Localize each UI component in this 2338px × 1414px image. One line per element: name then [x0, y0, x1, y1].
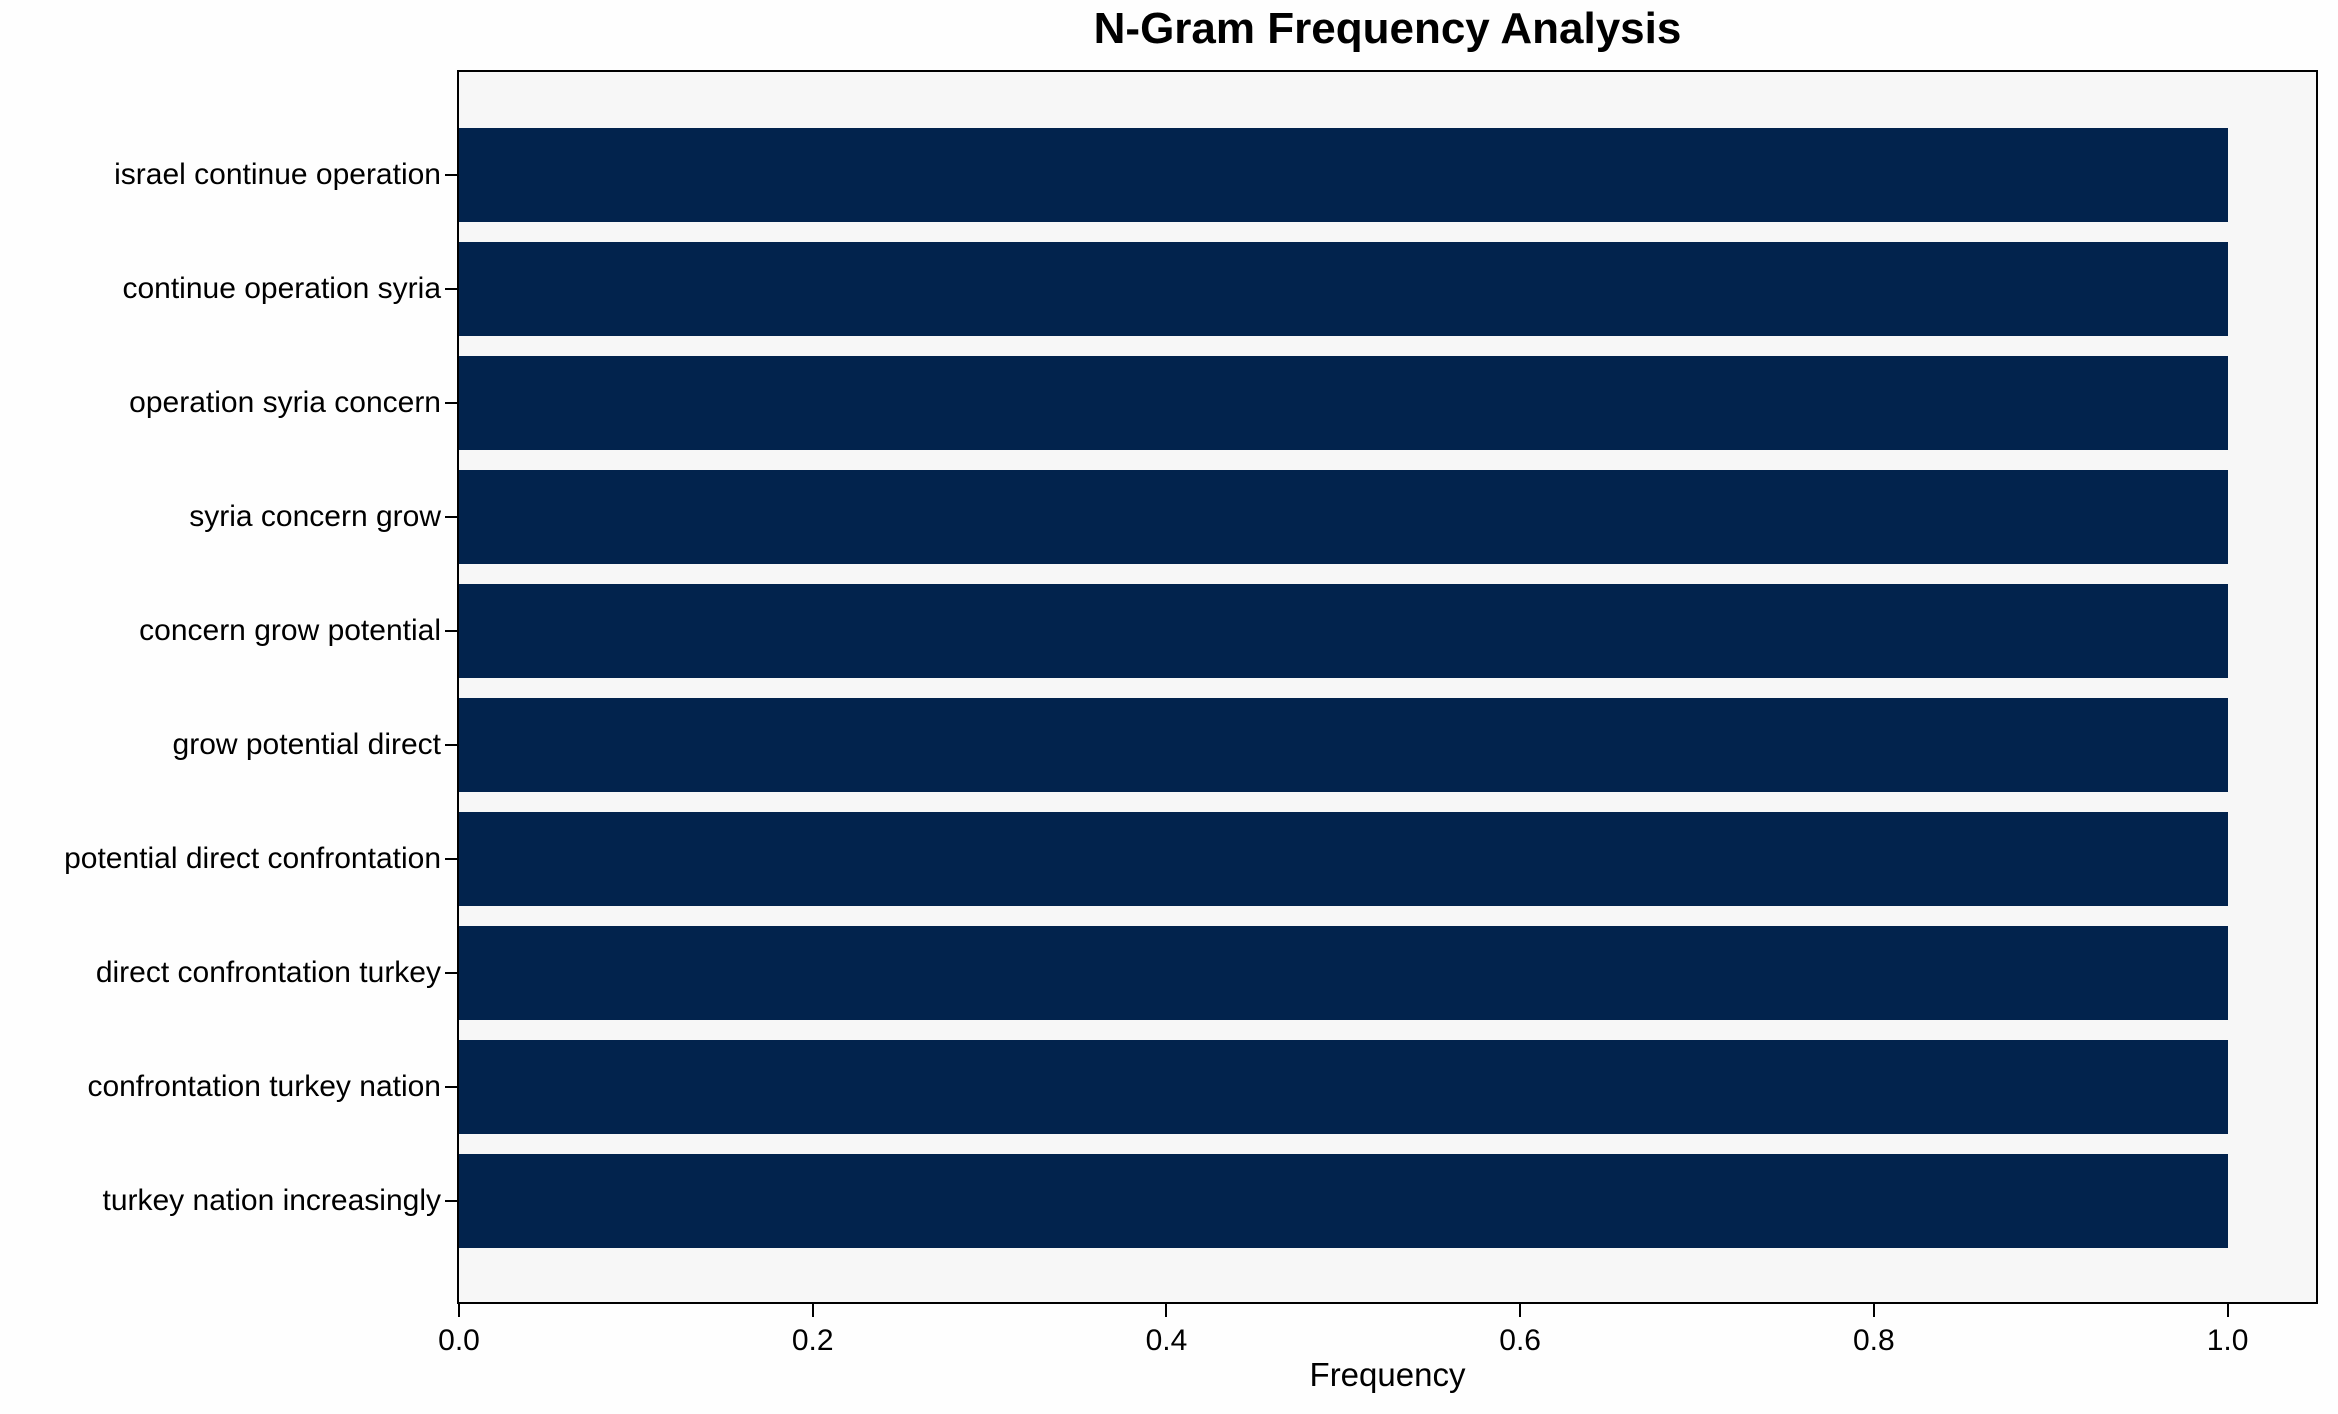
x-tick-mark: [811, 1304, 814, 1317]
y-tick-mark: [445, 972, 457, 974]
bar: [459, 812, 2228, 906]
y-tick-label: concern grow potential: [139, 614, 441, 647]
bar: [459, 1154, 2228, 1248]
bar: [459, 1040, 2228, 1134]
bar: [459, 926, 2228, 1020]
y-tick-mark: [445, 858, 457, 860]
y-tick-label: potential direct confrontation: [64, 842, 441, 875]
x-axis-label: Frequency: [1309, 1356, 1466, 1393]
chart-title: N-Gram Frequency Analysis: [1093, 4, 1682, 53]
y-tick-mark: [445, 1086, 457, 1088]
y-tick-label: confrontation turkey nation: [87, 1070, 441, 1103]
y-tick-label: operation syria concern: [129, 386, 441, 419]
y-tick-label: israel continue operation: [114, 158, 441, 191]
y-tick-label: turkey nation increasingly: [102, 1184, 441, 1217]
y-tick-mark: [445, 174, 457, 176]
bar: [459, 128, 2228, 222]
y-tick-mark: [445, 630, 457, 632]
bar: [459, 698, 2228, 792]
y-tick-label: direct confrontation turkey: [95, 956, 441, 989]
y-tick-mark: [445, 288, 457, 290]
bar: [459, 584, 2228, 678]
x-tick-label: 0.4: [1145, 1324, 1188, 1357]
y-tick-mark: [445, 402, 457, 404]
plot-area: [457, 70, 2318, 1304]
x-tick-mark: [1165, 1304, 1168, 1317]
x-tick-label: 0.8: [1852, 1324, 1895, 1357]
x-tick-mark: [458, 1304, 460, 1317]
x-tick-mark: [1872, 1304, 1875, 1317]
x-tick-label: 0.6: [1499, 1324, 1541, 1357]
bar: [459, 356, 2228, 450]
bar: [459, 242, 2228, 336]
x-tick-label: 1.0: [2206, 1324, 2249, 1357]
x-tick-label: 0.0: [438, 1324, 480, 1357]
x-tick-mark: [1519, 1304, 1522, 1317]
y-tick-label: grow potential direct: [172, 728, 441, 761]
y-tick-label: continue operation syria: [122, 272, 441, 305]
x-tick-mark: [2226, 1304, 2229, 1317]
x-tick-label: 0.2: [791, 1324, 834, 1357]
y-tick-mark: [445, 516, 457, 518]
y-tick-mark: [445, 744, 457, 746]
y-tick-mark: [445, 1200, 457, 1202]
bar: [459, 470, 2228, 564]
y-tick-label: syria concern grow: [189, 500, 441, 533]
